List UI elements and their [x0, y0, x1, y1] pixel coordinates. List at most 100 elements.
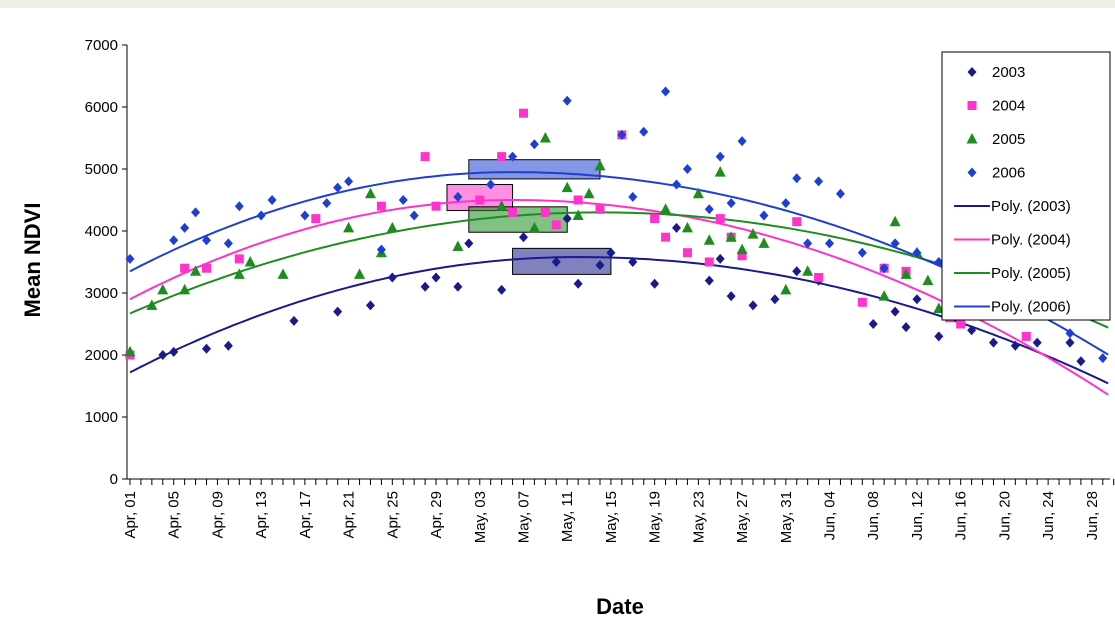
point-2003: [606, 247, 616, 258]
point-2004: [737, 251, 747, 261]
point-2003: [497, 284, 507, 295]
point-2005: [528, 221, 540, 233]
x-tick-label: Apr, 09: [209, 491, 226, 539]
x-tick-label: Apr, 05: [166, 491, 183, 539]
point-2005: [878, 290, 890, 301]
point-2005: [802, 265, 814, 276]
point-2006: [825, 238, 835, 249]
y-tick-label: 0: [110, 471, 118, 488]
point-2006: [803, 238, 813, 249]
point-2003: [770, 294, 780, 305]
x-tick-label: Jun, 04: [822, 491, 839, 540]
point-2003: [628, 257, 638, 267]
point-2003: [901, 322, 911, 333]
point-2003: [912, 294, 922, 305]
point-2006: [617, 129, 627, 140]
point-2004: [475, 195, 485, 205]
point-2005: [496, 200, 508, 211]
point-2004: [540, 207, 550, 217]
point-2006: [508, 151, 518, 162]
point-2003: [934, 331, 944, 342]
x-tick-label: Apr, 13: [253, 491, 270, 539]
y-tick-label: 2000: [85, 347, 118, 364]
point-2005: [572, 209, 584, 220]
legend: 2003 2004 2005 2006 Poly. (2003) Poly. (2004)…: [941, 51, 1111, 321]
x-tick-label: Apr, 17: [297, 491, 314, 539]
point-2003: [562, 213, 572, 224]
point-2006: [792, 173, 802, 184]
point-2004: [814, 273, 824, 282]
point-2006: [529, 139, 539, 150]
point-2004: [792, 217, 802, 227]
point-2006: [704, 204, 714, 215]
y-tick-label: 4000: [85, 223, 118, 240]
point-2003: [223, 340, 233, 351]
point-2005: [157, 283, 169, 295]
point-2004: [1021, 331, 1031, 341]
x-tick-label: Apr, 25: [384, 491, 401, 539]
peak-box-2003: [512, 247, 612, 275]
legend-label: Poly. (2005): [991, 265, 1071, 282]
x-tick-label: Apr, 21: [341, 491, 358, 539]
point-2005: [244, 256, 256, 267]
x-tick-label: Jun, 28: [1084, 491, 1101, 540]
point-2003: [431, 272, 441, 283]
y-tick-label: 6000: [85, 99, 118, 116]
point-2003: [1076, 356, 1086, 367]
point-2005: [124, 345, 136, 357]
x-tick-label: May, 15: [603, 491, 620, 543]
x-tick-label: Jun, 12: [909, 491, 926, 540]
data-points: [124, 86, 1108, 367]
point-2006: [661, 86, 671, 97]
point-2006: [835, 188, 845, 199]
point-2006: [879, 263, 889, 274]
point-2003: [453, 281, 463, 292]
point-2004: [661, 232, 671, 242]
point-2005: [660, 203, 672, 214]
x-tick-label: May, 23: [690, 491, 707, 543]
point-2005: [343, 221, 355, 233]
point-2003: [169, 346, 179, 357]
point-2003: [420, 281, 430, 292]
point-2006: [715, 151, 725, 162]
point-2003: [748, 300, 758, 311]
point-2005: [452, 240, 464, 251]
point-2004: [202, 263, 212, 273]
point-2005: [922, 274, 934, 286]
point-2003: [365, 300, 375, 311]
point-2003: [551, 257, 561, 267]
point-2005: [561, 181, 573, 193]
point-2006: [267, 195, 277, 205]
point-2004: [518, 108, 528, 118]
point-2006: [672, 179, 681, 190]
point-2006: [486, 179, 496, 190]
point-2003: [595, 260, 605, 271]
point-2006: [1098, 353, 1108, 364]
legend-label: Poly. (2006): [991, 299, 1071, 316]
point-2006: [234, 201, 244, 212]
point-2006: [223, 238, 233, 249]
legend-swatch-marker: [966, 133, 978, 144]
point-2003: [1065, 337, 1075, 348]
point-2003: [650, 278, 660, 289]
point-2003: [967, 325, 977, 336]
x-axis-title: Date: [596, 594, 644, 619]
legend-swatch-marker: [967, 67, 977, 77]
point-2006: [628, 191, 638, 202]
point-2003: [333, 306, 343, 317]
x-tick-label: Apr, 01: [122, 491, 139, 539]
point-2004: [715, 214, 725, 224]
point-2005: [277, 268, 289, 279]
y-tick-label: 5000: [85, 161, 118, 178]
point-2005: [889, 215, 901, 227]
point-2006: [202, 235, 212, 246]
point-2005: [539, 132, 551, 143]
point-2006: [333, 182, 343, 193]
point-2003: [1032, 337, 1042, 348]
y-tick-label: 7000: [85, 37, 118, 54]
y-tick-label: 1000: [85, 409, 118, 426]
point-2003: [704, 275, 714, 286]
point-2003: [464, 238, 474, 249]
point-2005: [725, 231, 737, 242]
point-2006: [857, 247, 867, 258]
